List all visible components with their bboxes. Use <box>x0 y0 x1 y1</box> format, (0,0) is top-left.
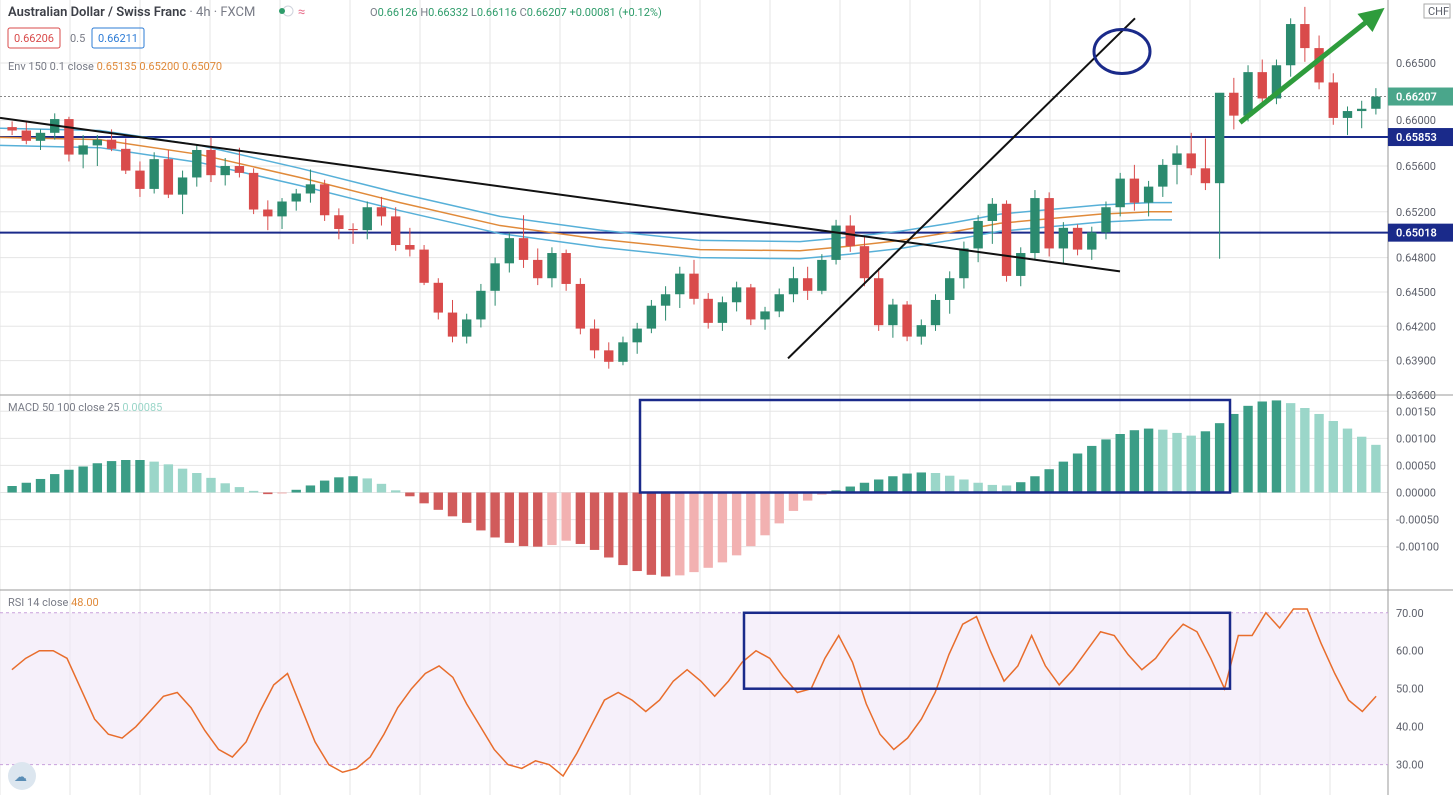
price-ytick: 0.65200 <box>1396 206 1436 219</box>
ohlc-readout: O0.66126 H0.66332 L0.66116 C0.66207 +0.0… <box>370 6 662 19</box>
rsi-ytick: 70.00 <box>1396 607 1424 620</box>
status-dot <box>279 8 285 14</box>
price-ytick: 0.66500 <box>1396 57 1436 70</box>
rsi-ytick: 30.00 <box>1396 759 1424 772</box>
price-ytick: 0.64500 <box>1396 286 1436 299</box>
current-price-label: 0.66207 <box>1396 91 1437 104</box>
price-ytick: 0.64200 <box>1396 320 1436 333</box>
rsi-ytick: 50.00 <box>1396 683 1424 696</box>
macd-ytick: 0.00150 <box>1396 405 1436 418</box>
ask-value: 0.66211 <box>98 32 138 45</box>
macd-label: MACD 50 100 close 25 0.00085 <box>8 401 162 414</box>
rsi-ytick: 60.00 <box>1396 645 1424 658</box>
macd-ytick: 0.00000 <box>1396 487 1436 500</box>
rsi-ytick: 40.00 <box>1396 721 1424 734</box>
quote-currency: CHF <box>1428 5 1449 18</box>
macd-ytick: 0.00050 <box>1396 459 1436 472</box>
provider-logo-icon: ☁ <box>14 770 27 785</box>
price-ytick: 0.66000 <box>1396 114 1436 127</box>
macd-ytick: -0.00100 <box>1396 541 1439 554</box>
macd-ytick: -0.00050 <box>1396 514 1439 527</box>
spread-value: 0.5 <box>70 32 85 45</box>
symbol-header[interactable]: Australian Dollar / Swiss Franc · 4h · F… <box>8 5 255 20</box>
price-ytick: 0.63900 <box>1396 355 1436 368</box>
chart-svg[interactable]: 0.636000.639000.642000.645000.648000.652… <box>0 0 1453 795</box>
level-price-label: 0.65853 <box>1396 131 1437 144</box>
macd-ytick: 0.00100 <box>1396 432 1436 445</box>
rsi-label: RSI 14 close 48.00 <box>8 596 99 609</box>
price-ytick: 0.65600 <box>1396 160 1436 173</box>
envelope-lower <box>0 145 1172 258</box>
level-price-label: 0.65018 <box>1396 227 1437 240</box>
status-approx: ≈ <box>298 5 305 20</box>
envelope-label: Env 150 0.1 close 0.65135 0.65200 0.6507… <box>8 60 222 73</box>
chart-root[interactable]: 0.636000.639000.642000.645000.648000.652… <box>0 0 1453 795</box>
macd-histogram <box>7 400 1380 576</box>
price-ytick: 0.64800 <box>1396 252 1436 265</box>
bid-value: 0.66206 <box>14 32 54 45</box>
